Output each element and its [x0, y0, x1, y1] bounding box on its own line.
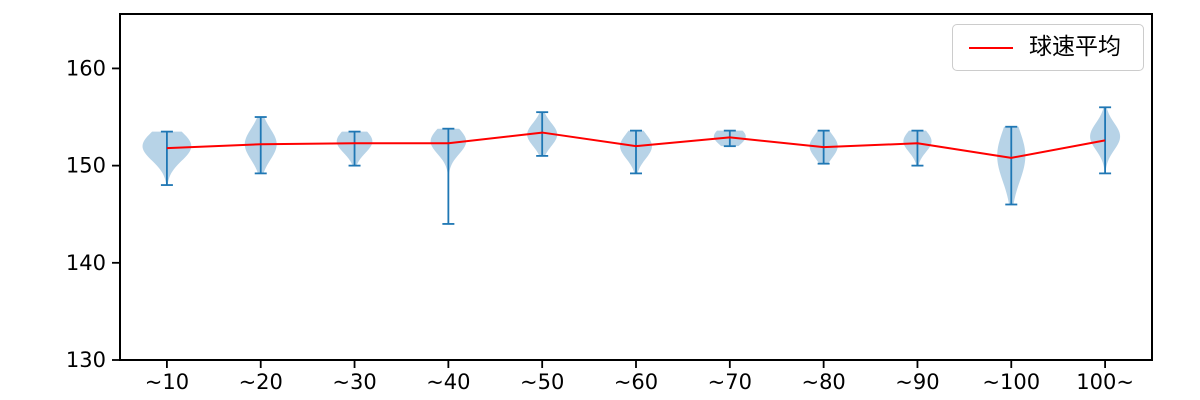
x-tick-label: ~20 — [239, 370, 283, 394]
x-tick-label: ~90 — [895, 370, 939, 394]
x-tick-label: ~80 — [801, 370, 845, 394]
violin-range — [536, 111, 549, 157]
y-tick-label: 150 — [66, 154, 106, 178]
violin-range — [160, 130, 173, 186]
violin-range — [348, 130, 361, 167]
x-tick-label: ~50 — [520, 370, 564, 394]
x-tick-label: ~40 — [426, 370, 470, 394]
mean-line — [166, 131, 1106, 159]
violin-range — [1099, 106, 1112, 175]
x-tick-label: 100~ — [1076, 370, 1134, 394]
y-tick-label: 140 — [66, 251, 106, 275]
y-tick-label: 160 — [66, 56, 106, 80]
violin-range — [442, 127, 455, 225]
x-tick-label: ~10 — [145, 370, 189, 394]
x-tick-label: ~30 — [332, 370, 376, 394]
x-tick-label: ~60 — [614, 370, 658, 394]
x-tick-label: ~70 — [708, 370, 752, 394]
legend-line-sample — [969, 46, 1013, 49]
violin-range — [1005, 125, 1018, 206]
violin-range — [630, 129, 642, 175]
x-tick-label: ~100 — [982, 370, 1040, 394]
legend: 球速平均 — [952, 24, 1144, 71]
y-tick-label: 130 — [66, 348, 106, 372]
violin-range — [911, 129, 924, 167]
legend-label: 球速平均 — [1029, 34, 1121, 60]
